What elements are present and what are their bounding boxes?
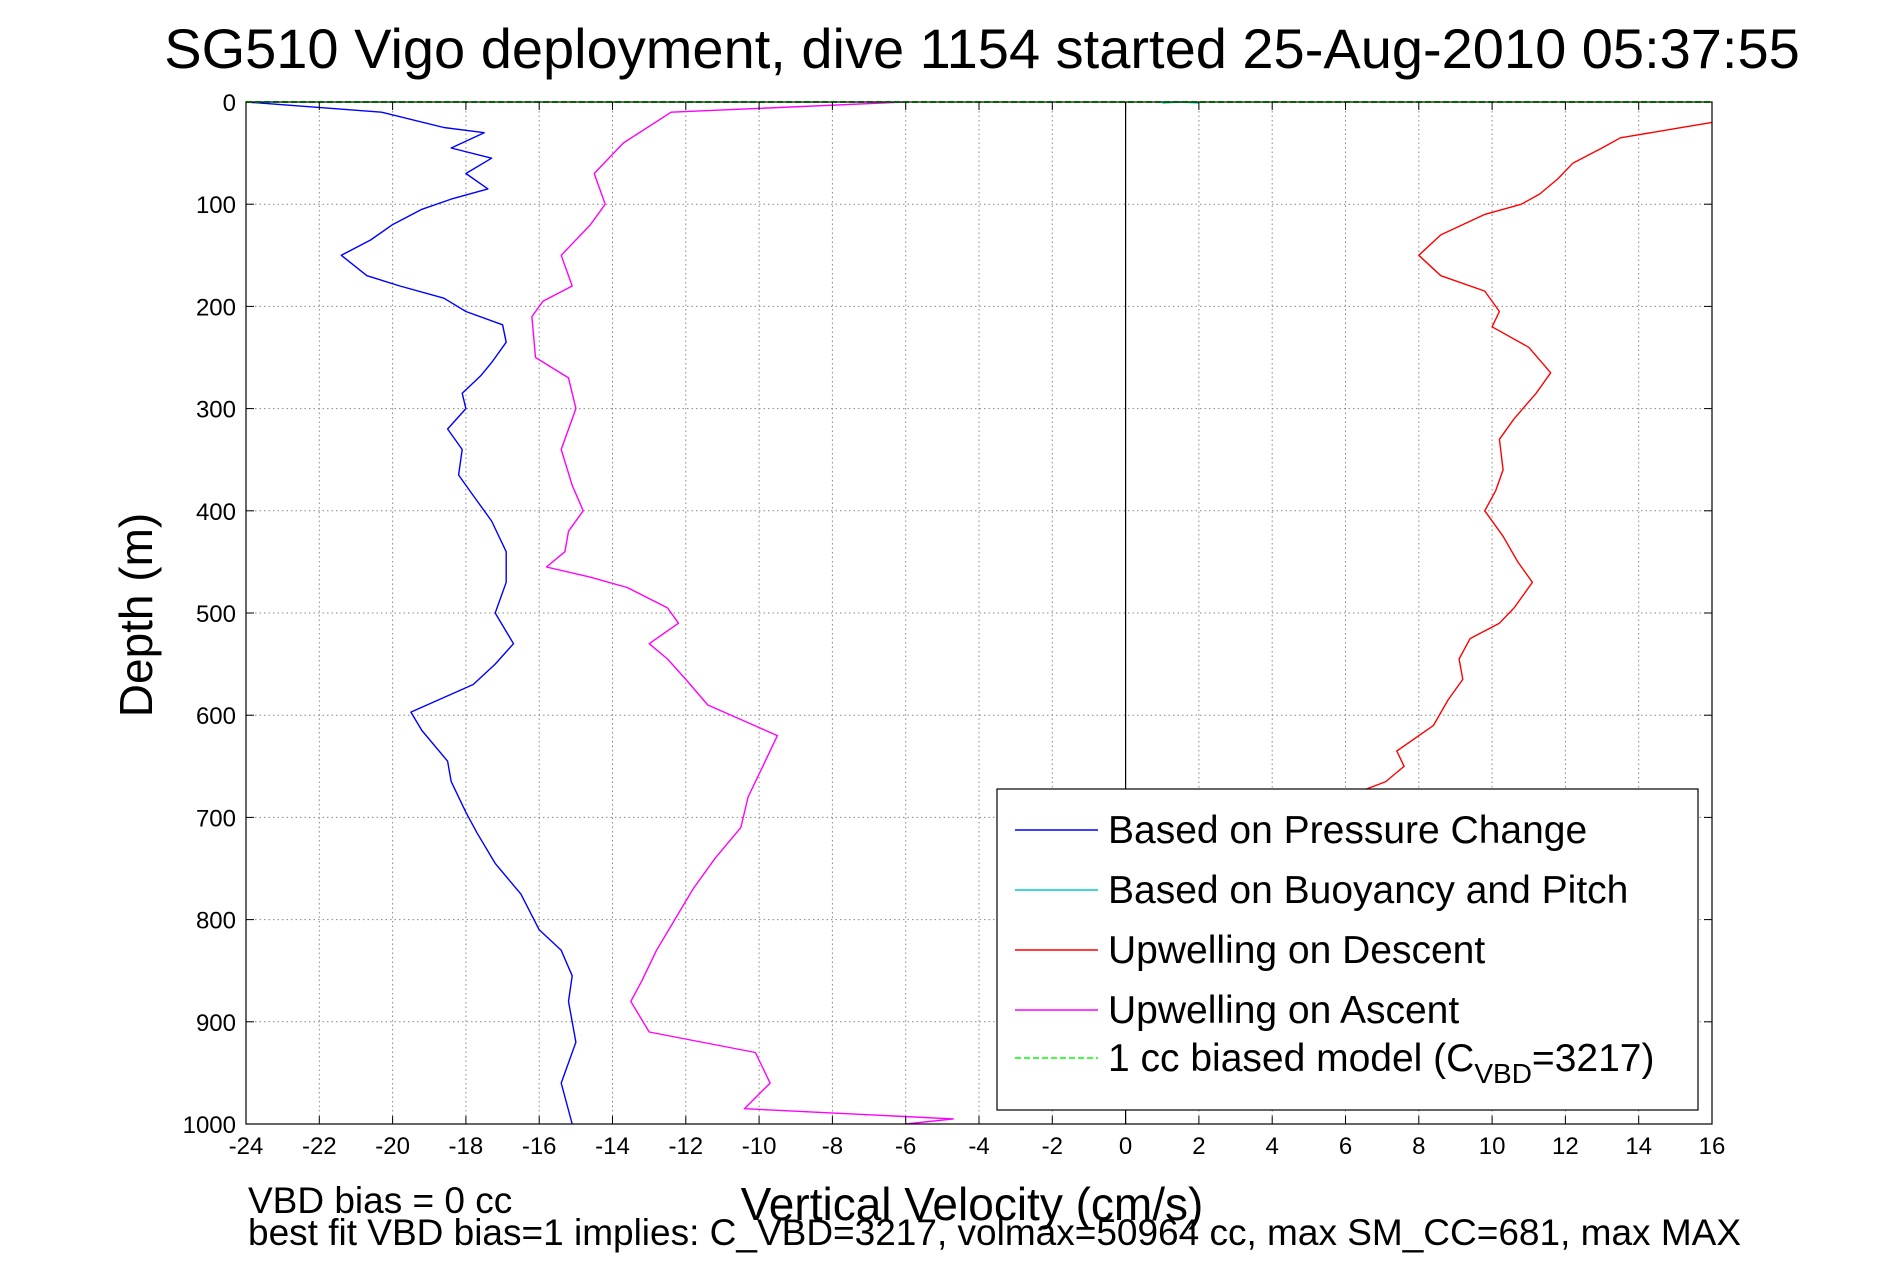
series-line-0 bbox=[245, 101, 577, 1125]
y-tick-label: 200 bbox=[196, 294, 236, 321]
x-tick-label: 10 bbox=[1479, 1133, 1506, 1160]
x-tick-label: -24 bbox=[229, 1133, 264, 1160]
series-line-3 bbox=[531, 101, 954, 1125]
legend-label-4: 1 cc biased model (CVBD=3217) bbox=[1108, 1037, 1654, 1089]
y-axis-label: Depth (m) bbox=[110, 513, 162, 717]
x-tick-label: 2 bbox=[1192, 1133, 1205, 1160]
x-tick-label: 12 bbox=[1552, 1133, 1579, 1160]
x-tick-label: -20 bbox=[375, 1133, 410, 1160]
legend: Based on Pressure Change Based on Buoyanc… bbox=[996, 788, 1699, 1111]
x-tick-label: 6 bbox=[1339, 1133, 1352, 1160]
x-tick-label: -18 bbox=[449, 1133, 484, 1160]
y-tick-label: 100 bbox=[196, 192, 236, 219]
y-tick-label: 800 bbox=[196, 908, 236, 935]
y-tick-label: 900 bbox=[196, 1010, 236, 1037]
legend-label-3: Upwelling on Ascent bbox=[1108, 989, 1459, 1032]
x-tick-label: 8 bbox=[1412, 1133, 1425, 1160]
x-tick-label: -8 bbox=[822, 1133, 843, 1160]
y-tick-label: 500 bbox=[196, 601, 236, 628]
x-axis-ticks: -24 -22 -20 -18 -16 -14 -12 -10 -8 -6 -4 -2 0 2 4 6 8 10 1… bbox=[229, 102, 1726, 1160]
y-tick-label: 400 bbox=[196, 499, 236, 526]
legend-label-2: Upwelling on Descent bbox=[1108, 929, 1485, 972]
x-tick-label: 16 bbox=[1699, 1133, 1726, 1160]
annotation-vbd-bias: VBD bias = 0 cc bbox=[248, 1180, 512, 1221]
legend-box bbox=[996, 788, 1699, 1111]
x-tick-label: 14 bbox=[1625, 1133, 1652, 1160]
x-axis-label: Vertical Velocity (cm/s) bbox=[741, 1178, 1204, 1230]
y-axis-ticks: 0 100 200 300 400 500 600 700 800 900 1000 bbox=[183, 90, 1712, 1139]
chart-title: SG510 Vigo deployment, dive 1154 started… bbox=[164, 17, 1800, 80]
legend-label-1: Based on Buoyancy and Pitch bbox=[1108, 869, 1628, 912]
y-tick-label: 700 bbox=[196, 805, 236, 832]
x-tick-label: -12 bbox=[668, 1133, 703, 1160]
x-tick-label: -6 bbox=[895, 1133, 916, 1160]
series-line-2 bbox=[1345, 121, 1713, 798]
y-tick-label: 300 bbox=[196, 397, 236, 424]
annotation-best-fit: best fit VBD bias=1 implies: C_VBD=3217,… bbox=[248, 1212, 1741, 1253]
x-tick-label: -4 bbox=[968, 1133, 989, 1160]
x-tick-label: 4 bbox=[1266, 1133, 1279, 1160]
y-tick-label: 0 bbox=[223, 90, 236, 117]
y-tick-label: 1000 bbox=[183, 1112, 236, 1139]
x-tick-label: 0 bbox=[1119, 1133, 1132, 1160]
x-tick-label: -14 bbox=[595, 1133, 630, 1160]
grid-lines bbox=[246, 102, 1712, 1124]
legend-label-0: Based on Pressure Change bbox=[1108, 809, 1587, 852]
x-tick-label: -16 bbox=[522, 1133, 557, 1160]
x-tick-label: -10 bbox=[742, 1133, 777, 1160]
x-tick-label: -2 bbox=[1042, 1133, 1063, 1160]
x-tick-label: -22 bbox=[302, 1133, 337, 1160]
y-tick-label: 600 bbox=[196, 703, 236, 730]
